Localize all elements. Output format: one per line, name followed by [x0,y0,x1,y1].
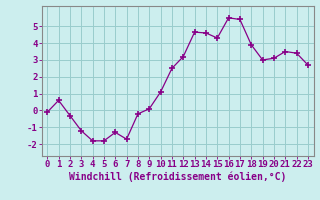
X-axis label: Windchill (Refroidissement éolien,°C): Windchill (Refroidissement éolien,°C) [69,172,286,182]
